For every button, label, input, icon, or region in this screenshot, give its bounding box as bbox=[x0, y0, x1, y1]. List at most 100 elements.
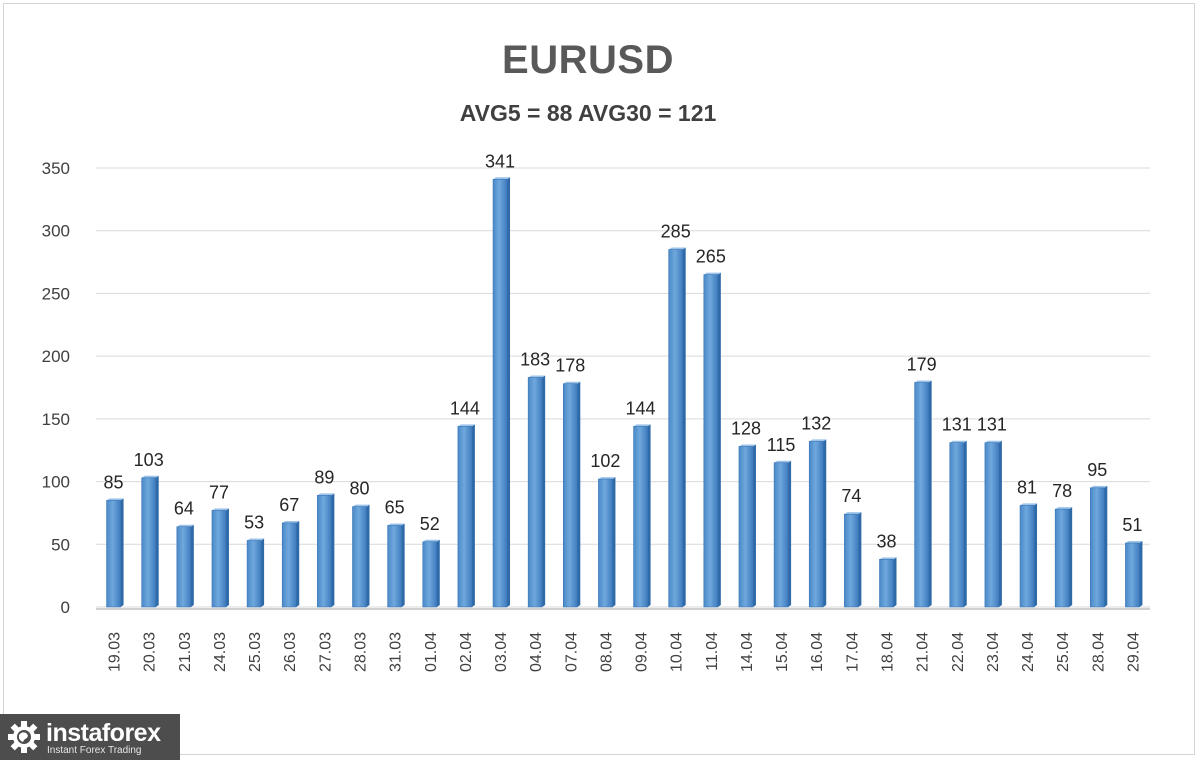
x-tick-label: 09.04 bbox=[634, 632, 651, 672]
x-tick-label: 15.04 bbox=[774, 632, 791, 672]
bar-front bbox=[317, 495, 332, 608]
bar-top bbox=[1020, 503, 1038, 506]
bar-side bbox=[296, 520, 300, 607]
bar-top bbox=[1125, 541, 1143, 544]
bar-front bbox=[1125, 542, 1140, 608]
bar-front bbox=[949, 442, 965, 608]
x-tick-label: 28.04 bbox=[1090, 632, 1107, 672]
bar-side bbox=[436, 539, 440, 607]
gear-globe-icon bbox=[8, 721, 40, 753]
bar-front bbox=[844, 513, 859, 608]
bar-top bbox=[879, 557, 897, 560]
bar-front bbox=[1019, 505, 1035, 608]
bar-front bbox=[492, 178, 508, 608]
data-label: 131 bbox=[942, 415, 972, 435]
bar-top bbox=[1055, 507, 1073, 510]
x-tick-label: 01.04 bbox=[423, 632, 440, 672]
y-tick-label: 250 bbox=[42, 284, 70, 303]
bar-front bbox=[1054, 508, 1070, 608]
data-label: 51 bbox=[1122, 515, 1142, 535]
bar-side bbox=[155, 475, 159, 607]
bar-front bbox=[808, 441, 824, 608]
bar-side bbox=[471, 424, 475, 607]
bar-side bbox=[928, 380, 932, 607]
bar bbox=[141, 475, 159, 608]
bar bbox=[703, 272, 721, 608]
bar-top bbox=[809, 439, 827, 442]
bar bbox=[281, 520, 300, 608]
chart-title: EURUSD bbox=[502, 38, 674, 82]
x-tick-label: 08.04 bbox=[598, 632, 615, 672]
bar-side bbox=[858, 512, 862, 607]
bar-top bbox=[317, 493, 335, 496]
bar-side bbox=[261, 538, 265, 607]
data-label: 178 bbox=[555, 356, 585, 376]
bar-front bbox=[352, 506, 367, 608]
bar-side bbox=[788, 460, 792, 607]
bar bbox=[1090, 485, 1108, 608]
x-tick-label: 24.04 bbox=[1020, 632, 1037, 672]
bar-side bbox=[823, 439, 827, 607]
x-tick-label: 14.04 bbox=[739, 632, 756, 672]
bar bbox=[633, 424, 651, 608]
bar bbox=[914, 380, 932, 608]
bar-side bbox=[542, 375, 546, 607]
bar-side bbox=[1104, 485, 1108, 607]
bar-top bbox=[387, 523, 405, 526]
y-tick-label: 350 bbox=[42, 159, 70, 178]
data-label: 81 bbox=[1017, 477, 1037, 497]
bar-side bbox=[1069, 507, 1073, 607]
bar-front bbox=[106, 500, 121, 608]
bar-top bbox=[282, 520, 300, 523]
x-tick-label: 21.04 bbox=[915, 632, 932, 672]
bar-top bbox=[141, 475, 159, 478]
x-tick-label: 21.03 bbox=[177, 632, 194, 672]
bar-front bbox=[562, 383, 578, 608]
bar-side bbox=[752, 444, 756, 607]
x-tick-label: 07.04 bbox=[563, 632, 580, 672]
x-tick-label: 04.04 bbox=[528, 632, 545, 672]
bar-front bbox=[703, 274, 719, 608]
bar-side bbox=[612, 477, 616, 607]
x-tick-label: 17.04 bbox=[844, 632, 861, 672]
data-label: 285 bbox=[661, 222, 691, 242]
data-label: 52 bbox=[420, 514, 440, 534]
bar-top bbox=[703, 272, 721, 275]
instaforex-watermark: instaforex Instant Forex Trading bbox=[0, 714, 180, 760]
x-tick-label: 03.04 bbox=[493, 632, 510, 672]
bar bbox=[773, 460, 792, 608]
bar bbox=[949, 440, 967, 608]
data-labels: 85 103 64 77 53 67 89 80 65 52 144 341 183 178 102 144 2… bbox=[104, 151, 1143, 551]
data-label: 95 bbox=[1087, 460, 1107, 480]
x-tick-label: 25.04 bbox=[1055, 632, 1072, 672]
bar-side bbox=[1139, 541, 1143, 607]
bar-top bbox=[1090, 485, 1108, 488]
x-tick-label: 26.03 bbox=[282, 632, 299, 672]
data-label: 265 bbox=[696, 247, 726, 267]
data-label: 183 bbox=[520, 349, 550, 369]
bar-side bbox=[963, 440, 967, 607]
bar bbox=[1019, 503, 1038, 608]
data-label: 38 bbox=[876, 531, 896, 551]
bar-front bbox=[738, 446, 754, 608]
data-label: 89 bbox=[314, 467, 334, 487]
x-tick-label: 02.04 bbox=[458, 632, 475, 672]
x-tick-label: 23.04 bbox=[985, 632, 1002, 672]
bar-side bbox=[507, 177, 511, 607]
bar-front bbox=[984, 442, 1000, 608]
x-tick-label: 31.03 bbox=[388, 632, 405, 672]
x-tick-label: 28.03 bbox=[353, 632, 370, 672]
bar-side bbox=[998, 440, 1002, 607]
data-label: 341 bbox=[485, 151, 515, 171]
bar bbox=[984, 440, 1002, 608]
bar bbox=[317, 493, 335, 608]
bar-front bbox=[914, 382, 929, 608]
bar bbox=[738, 444, 756, 608]
y-axis-ticks: 0 50 100 150 200 250 300 350 bbox=[42, 159, 70, 617]
data-label: 128 bbox=[731, 418, 761, 438]
data-label: 80 bbox=[349, 479, 369, 499]
x-tick-label: 24.03 bbox=[212, 632, 229, 672]
bar-top bbox=[738, 444, 756, 447]
y-tick-label: 50 bbox=[51, 535, 70, 554]
